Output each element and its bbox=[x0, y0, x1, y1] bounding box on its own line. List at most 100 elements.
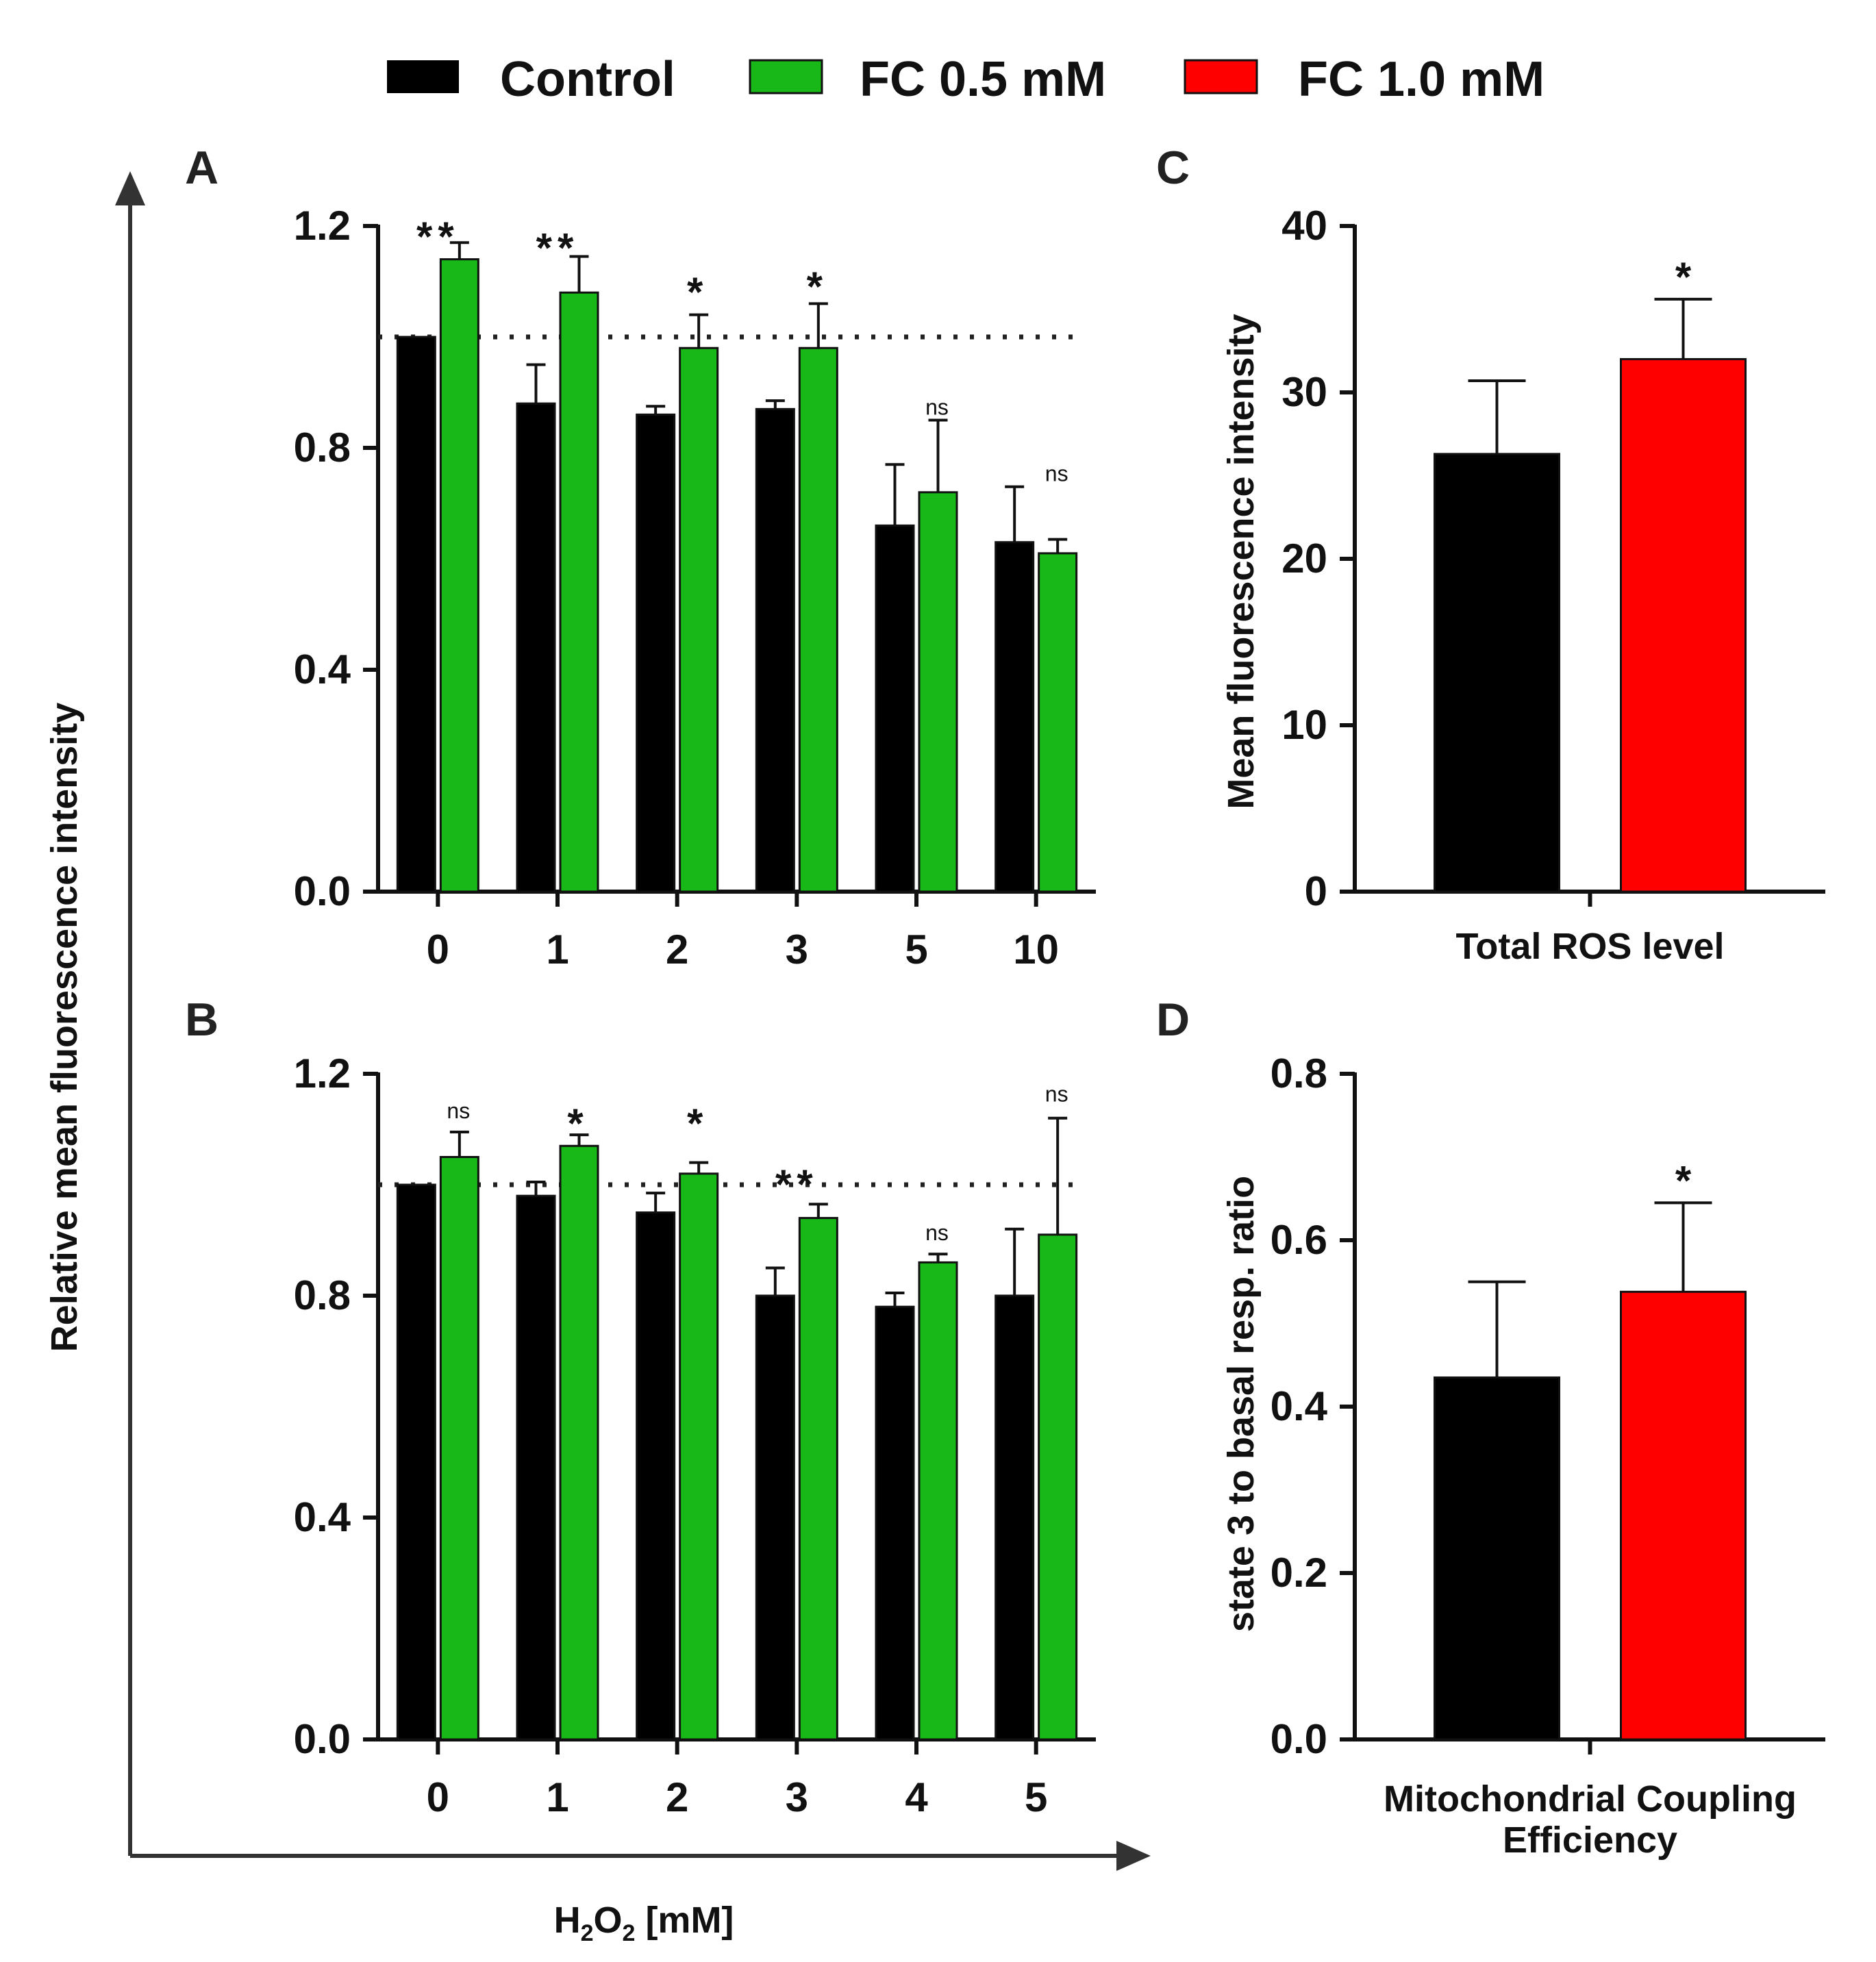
panel-letter: B bbox=[185, 994, 218, 1046]
y-tick-label: 0.0 bbox=[294, 1716, 351, 1762]
panel-d: D 0.0 0.2 0.4 0.6 0.8 state 3 to basal resp. r… bbox=[1156, 994, 1825, 1861]
significance-label: ** bbox=[416, 214, 460, 260]
bar-control bbox=[516, 402, 556, 893]
x-tick-label: 1 bbox=[546, 927, 568, 972]
significance-label: ns bbox=[447, 1098, 470, 1123]
y-tick-label: 30 bbox=[1281, 369, 1327, 415]
x-label-o: O bbox=[594, 1900, 623, 1941]
x-axis-label-line2: Efficiency bbox=[1503, 1820, 1677, 1861]
x-label-sub2: 2 bbox=[623, 1920, 636, 1946]
significance-label: * bbox=[1675, 254, 1692, 300]
shared-y-axis-label: Relative mean fluorescence intensity bbox=[44, 703, 85, 1352]
y-tick-label: 0.6 bbox=[1271, 1217, 1327, 1263]
bar-fc05 bbox=[559, 291, 599, 893]
significance-label: ns bbox=[1045, 1082, 1068, 1107]
bar-control bbox=[875, 1305, 915, 1741]
legend-item-control: Control bbox=[387, 52, 675, 107]
bar-control bbox=[1434, 1376, 1560, 1741]
x-tick-label: 3 bbox=[786, 1774, 808, 1820]
x-tick-label: 4 bbox=[905, 1774, 928, 1820]
y-tick-label: 0.4 bbox=[294, 1494, 351, 1540]
significance-label: * bbox=[1675, 1157, 1692, 1203]
bar-fc10 bbox=[1620, 357, 1747, 893]
x-tick-label: 2 bbox=[666, 1774, 688, 1820]
significance-label: ** bbox=[775, 1161, 818, 1207]
y-tick-label: 10 bbox=[1281, 702, 1327, 748]
y-tick-label: 0.8 bbox=[294, 425, 351, 470]
legend-swatch-fc10 bbox=[1184, 59, 1258, 95]
y-axis-label: Mean fluorescence intensity bbox=[1221, 314, 1262, 809]
panel-a: A 0.0 0.4 0.8 1.2 0 ** 1 ** 2 * 3 * 5 ns 10 ns bbox=[185, 142, 1096, 972]
legend-item-fc05: FC 0.5 mM bbox=[749, 52, 1106, 107]
significance-label: ns bbox=[1045, 462, 1068, 486]
x-label-sub1: 2 bbox=[581, 1920, 594, 1946]
y-tick-label: 0.0 bbox=[294, 868, 351, 914]
bar-fc05 bbox=[439, 258, 479, 893]
x-tick-label: 3 bbox=[786, 927, 808, 972]
y-tick-label: 0.8 bbox=[294, 1272, 351, 1318]
panel-letter: A bbox=[185, 142, 218, 194]
bar-control bbox=[516, 1194, 556, 1741]
shared-y-axis-arrowhead bbox=[115, 171, 145, 205]
bar-fc05 bbox=[679, 1172, 719, 1741]
shared-x-axis-arrowhead bbox=[1116, 1841, 1151, 1871]
x-tick-label: 1 bbox=[546, 1774, 568, 1820]
shared-axes: Relative mean fluorescence intensity H2O… bbox=[44, 171, 1151, 1946]
significance-label: * bbox=[687, 269, 708, 315]
bar-control bbox=[755, 1294, 795, 1741]
bar-fc05 bbox=[679, 347, 719, 893]
x-label-units: [mM] bbox=[635, 1900, 734, 1941]
bar-control bbox=[995, 1294, 1035, 1741]
legend-swatch-fc05 bbox=[749, 59, 823, 95]
bar-control bbox=[636, 413, 676, 893]
y-tick-label: 1.2 bbox=[294, 1051, 351, 1096]
legend-label-fc05: FC 0.5 mM bbox=[860, 52, 1106, 107]
bar-control bbox=[396, 1183, 436, 1741]
x-tick-label: 5 bbox=[1025, 1774, 1047, 1820]
bar-control bbox=[1434, 453, 1560, 893]
y-axis-label: state 3 to basal resp. ratio bbox=[1221, 1176, 1262, 1632]
bar-fc05 bbox=[798, 347, 838, 893]
bar-fc05 bbox=[798, 1217, 838, 1741]
legend: Control FC 0.5 mM FC 1.0 mM bbox=[387, 52, 1544, 107]
x-tick-label: 10 bbox=[1013, 927, 1059, 972]
bar-fc05 bbox=[439, 1156, 479, 1741]
panel-letter: C bbox=[1156, 142, 1190, 194]
x-axis-label: Total ROS level bbox=[1455, 926, 1724, 967]
bar-fc05 bbox=[1038, 1233, 1078, 1741]
y-tick-label: 20 bbox=[1281, 536, 1327, 581]
bar-control bbox=[636, 1211, 676, 1741]
x-tick-label: 5 bbox=[905, 927, 927, 972]
bar-fc05 bbox=[1038, 552, 1078, 893]
x-tick-label: 0 bbox=[427, 1774, 449, 1820]
bar-fc05 bbox=[918, 491, 958, 893]
y-tick-label: 40 bbox=[1281, 203, 1327, 249]
legend-label-fc10: FC 1.0 mM bbox=[1298, 52, 1544, 107]
y-tick-label: 1.2 bbox=[294, 203, 351, 249]
bar-control bbox=[396, 336, 436, 893]
x-label-h: H bbox=[554, 1900, 581, 1941]
bar-fc05 bbox=[918, 1261, 958, 1741]
y-tick-label: 0.2 bbox=[1271, 1550, 1327, 1596]
bar-control bbox=[755, 407, 795, 893]
y-tick-label: 0.0 bbox=[1271, 1716, 1327, 1762]
panel-b: B 0.0 0.4 0.8 1.2 0 ns 1 * 2 * 3 ** 4 ns 5 ns bbox=[185, 994, 1096, 1820]
bar-control bbox=[995, 541, 1035, 893]
x-axis-label-line1: Mitochondrial Coupling bbox=[1384, 1778, 1797, 1820]
significance-label: * bbox=[807, 264, 828, 310]
bar-fc05 bbox=[559, 1144, 599, 1741]
legend-item-fc10: FC 1.0 mM bbox=[1184, 52, 1544, 107]
significance-label: ns bbox=[925, 1220, 949, 1245]
significance-label: ns bbox=[925, 394, 949, 419]
y-tick-label: 0.4 bbox=[1271, 1383, 1328, 1429]
y-tick-label: 0 bbox=[1305, 868, 1327, 914]
bar-fc10 bbox=[1620, 1290, 1747, 1741]
significance-label: * bbox=[567, 1101, 588, 1146]
shared-x-axis-label: H2O2 [mM] bbox=[554, 1900, 734, 1946]
y-tick-label: 0.8 bbox=[1271, 1051, 1327, 1096]
legend-label-control: Control bbox=[500, 52, 675, 107]
legend-swatch-control bbox=[387, 60, 459, 93]
panel-letter: D bbox=[1156, 994, 1190, 1046]
significance-label: ** bbox=[536, 225, 579, 271]
